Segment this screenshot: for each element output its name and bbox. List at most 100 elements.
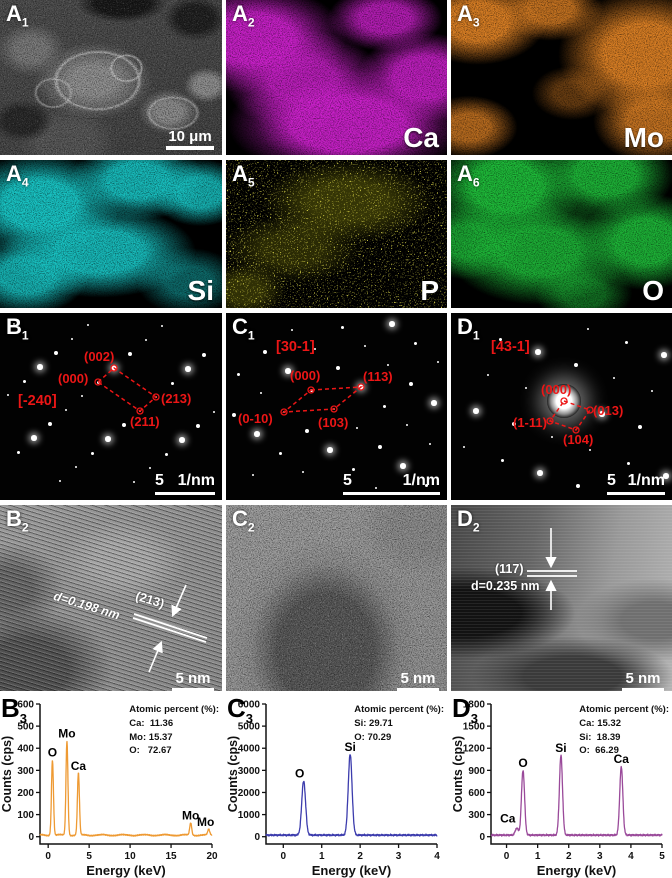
svg-text:0: 0: [45, 851, 51, 862]
panel-label-a6: A6: [457, 161, 480, 190]
svg-text:0: 0: [254, 832, 260, 843]
diffraction-spot: [290, 328, 294, 332]
diffraction-spot: [252, 474, 254, 476]
element-symbol: O: [642, 275, 664, 306]
diffraction-spot: [512, 422, 516, 426]
svg-text:1000: 1000: [238, 810, 261, 821]
diffraction-spot: [22, 379, 26, 383]
svg-text:5: 5: [86, 851, 92, 862]
svg-text:1200: 1200: [463, 744, 486, 755]
diffraction-spot: [254, 431, 260, 437]
svg-text:Counts (cps): Counts (cps): [451, 736, 465, 812]
diffraction-spot: [387, 364, 389, 366]
saed-pattern-b1: (002) (000) [-240] (213) (211) B1 5 1/nm: [0, 313, 222, 500]
diffraction-spot: [351, 467, 355, 471]
saed-pattern-d1: [43-1] (000) (013) (1-11) (104) D1 5 1/nm: [451, 313, 672, 500]
svg-text:2: 2: [566, 851, 572, 862]
reflection-index-label: (211): [130, 414, 160, 429]
scale-bar: 10 μm: [166, 128, 214, 150]
svg-text:0: 0: [28, 832, 34, 843]
scale-bar: 5 nm: [172, 670, 214, 691]
element-symbol: Ca: [403, 122, 439, 153]
reflection-index-label: (013): [593, 403, 624, 418]
scale-bar-line: [172, 688, 214, 691]
diffraction-spot: [405, 423, 409, 427]
diffraction-spot: [122, 423, 126, 427]
svg-text:2: 2: [357, 851, 363, 862]
svg-text:400: 400: [17, 744, 34, 755]
diffraction-spot: [202, 353, 206, 357]
svg-text:15: 15: [165, 851, 177, 862]
diffraction-spot: [356, 427, 358, 429]
diffraction-spot: [661, 352, 667, 358]
diffraction-spot: [431, 400, 437, 406]
hrtem-image-d2: D2 (117) d=0.235 nm 5 nm: [451, 505, 672, 691]
reflection-index-label: [30-1]: [276, 339, 315, 355]
panel-label-a2: A2: [232, 1, 255, 30]
scale-bar-line: [622, 688, 664, 691]
svg-text:1: 1: [319, 851, 325, 862]
svg-text:4000: 4000: [238, 744, 261, 755]
eds-map-mo: A3 Mo: [451, 0, 672, 155]
diffraction-spot: [314, 348, 316, 350]
panel-label-a5: A5: [232, 161, 255, 190]
diffraction-spot: [473, 408, 479, 414]
svg-text:6000: 6000: [238, 700, 261, 711]
element-map-signal: [451, 160, 672, 308]
diffraction-spot: [59, 480, 61, 482]
svg-text:Ca: Ca: [500, 812, 516, 826]
eds-map-o: A6 O: [451, 160, 672, 308]
reflection-index-label: (213): [161, 391, 192, 406]
diffraction-field: (002) (000) [-240] (213) (211): [0, 313, 222, 500]
diffraction-spot: [626, 461, 630, 465]
diffraction-spot: [586, 327, 590, 331]
svg-text:600: 600: [17, 700, 34, 711]
svg-text:Energy (keV): Energy (keV): [537, 863, 616, 878]
saed-pattern-c1: [30-1] (000) (113) (0-10) (103) C1 5 1/nm: [226, 313, 447, 500]
lattice-fringes: [451, 505, 672, 691]
diffraction-spot: [71, 338, 73, 340]
reflection-index-label: (104): [563, 432, 594, 447]
svg-text:5: 5: [659, 851, 665, 862]
diffraction-spot: [232, 413, 236, 417]
diffraction-spot: [86, 323, 90, 327]
diffraction-spot: [500, 458, 504, 462]
scale-bar-text: 5 nm: [400, 670, 436, 687]
diffraction-spot: [285, 368, 291, 374]
diffraction-spot: [164, 452, 168, 456]
svg-text:3: 3: [597, 851, 603, 862]
eds-spectrum-b3: B3 0 5 10 15 20 0 100 200 300 400 500 600 Energy (ke…: [0, 696, 222, 878]
diffraction-spot: [196, 424, 200, 428]
diffraction-spot: [128, 352, 132, 356]
diffraction-spot: [460, 324, 464, 328]
eds-spectrum-d3: D3 0 1 2 3 4 5 0 300 600 900 1200 1500 1800 Energy (k…: [451, 696, 672, 878]
reflection-index-label: (103): [318, 415, 349, 430]
element-map-signal: [226, 160, 447, 308]
diffraction-spot: [613, 377, 615, 379]
eds-spectrum-c3: C3 0 1 2 3 4 0 1000 2000 3000 4000 5000 6000 Energy …: [226, 696, 447, 878]
svg-text:300: 300: [17, 766, 34, 777]
diffraction-spot: [263, 350, 267, 354]
diffraction-spot: [429, 443, 431, 445]
svg-text:20: 20: [206, 851, 218, 862]
diffraction-spot: [498, 337, 502, 341]
svg-text:600: 600: [468, 788, 485, 799]
diffraction-spot: [389, 321, 395, 327]
svg-text:900: 900: [468, 766, 485, 777]
panel-label-b1: B1: [6, 314, 29, 343]
svg-text:Mo: Mo: [182, 809, 199, 823]
svg-text:300: 300: [468, 810, 485, 821]
diffraction-spot: [148, 466, 152, 470]
diffraction-spot: [327, 447, 333, 453]
spectrum-svg: 0 1 2 3 4 0 1000 2000 3000 4000 5000 6000 Energy (ke…: [226, 700, 440, 878]
diffraction-spot: [80, 394, 84, 398]
sem-image-a1: A1 10 μm: [0, 0, 222, 155]
svg-text:3000: 3000: [238, 766, 261, 777]
diffraction-spot: [400, 463, 406, 469]
eds-chart: 0 5 10 15 20 0 100 200 300 400 500 600 Energy (keV) C…: [0, 696, 222, 878]
reflection-index-label: (0-10): [238, 411, 273, 426]
svg-text:1: 1: [535, 851, 541, 862]
scale-bar: 5 1/nm: [607, 472, 665, 495]
diffraction-spot: [259, 391, 263, 395]
